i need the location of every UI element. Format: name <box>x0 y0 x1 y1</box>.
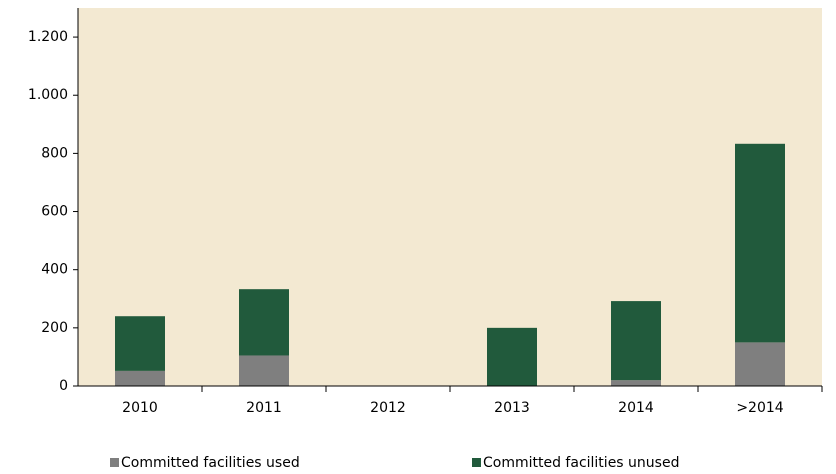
x-tick-label: 2012 <box>370 400 406 416</box>
bar <box>735 342 785 386</box>
y-tick-label: 0 <box>59 378 68 394</box>
plot-area <box>78 8 822 386</box>
y-tick-label: 400 <box>41 262 68 278</box>
x-tick-label: 2011 <box>246 400 282 416</box>
y-tick-label: 800 <box>41 145 68 161</box>
bar <box>239 289 289 356</box>
x-tick-label: 2010 <box>122 400 158 416</box>
y-tick-label: 200 <box>41 320 68 336</box>
y-tick-label: 1.200 <box>28 29 68 45</box>
y-tick-label: 600 <box>41 204 68 220</box>
x-tick-label: >2014 <box>736 400 783 416</box>
bar <box>487 327 537 386</box>
legend-swatch <box>110 458 119 467</box>
legend-label: Committed facilities unused <box>483 455 679 471</box>
y-tick-label: 1.000 <box>28 87 68 103</box>
x-tick-label: 2013 <box>494 400 530 416</box>
bar <box>611 301 661 381</box>
bar <box>115 370 165 386</box>
bar <box>735 143 785 343</box>
x-tick-label: 2014 <box>618 400 654 416</box>
bar <box>239 355 289 386</box>
legend-swatch <box>472 458 481 467</box>
bar <box>611 380 661 386</box>
bar <box>115 316 165 371</box>
legend-label: Committed facilities used <box>121 455 300 471</box>
